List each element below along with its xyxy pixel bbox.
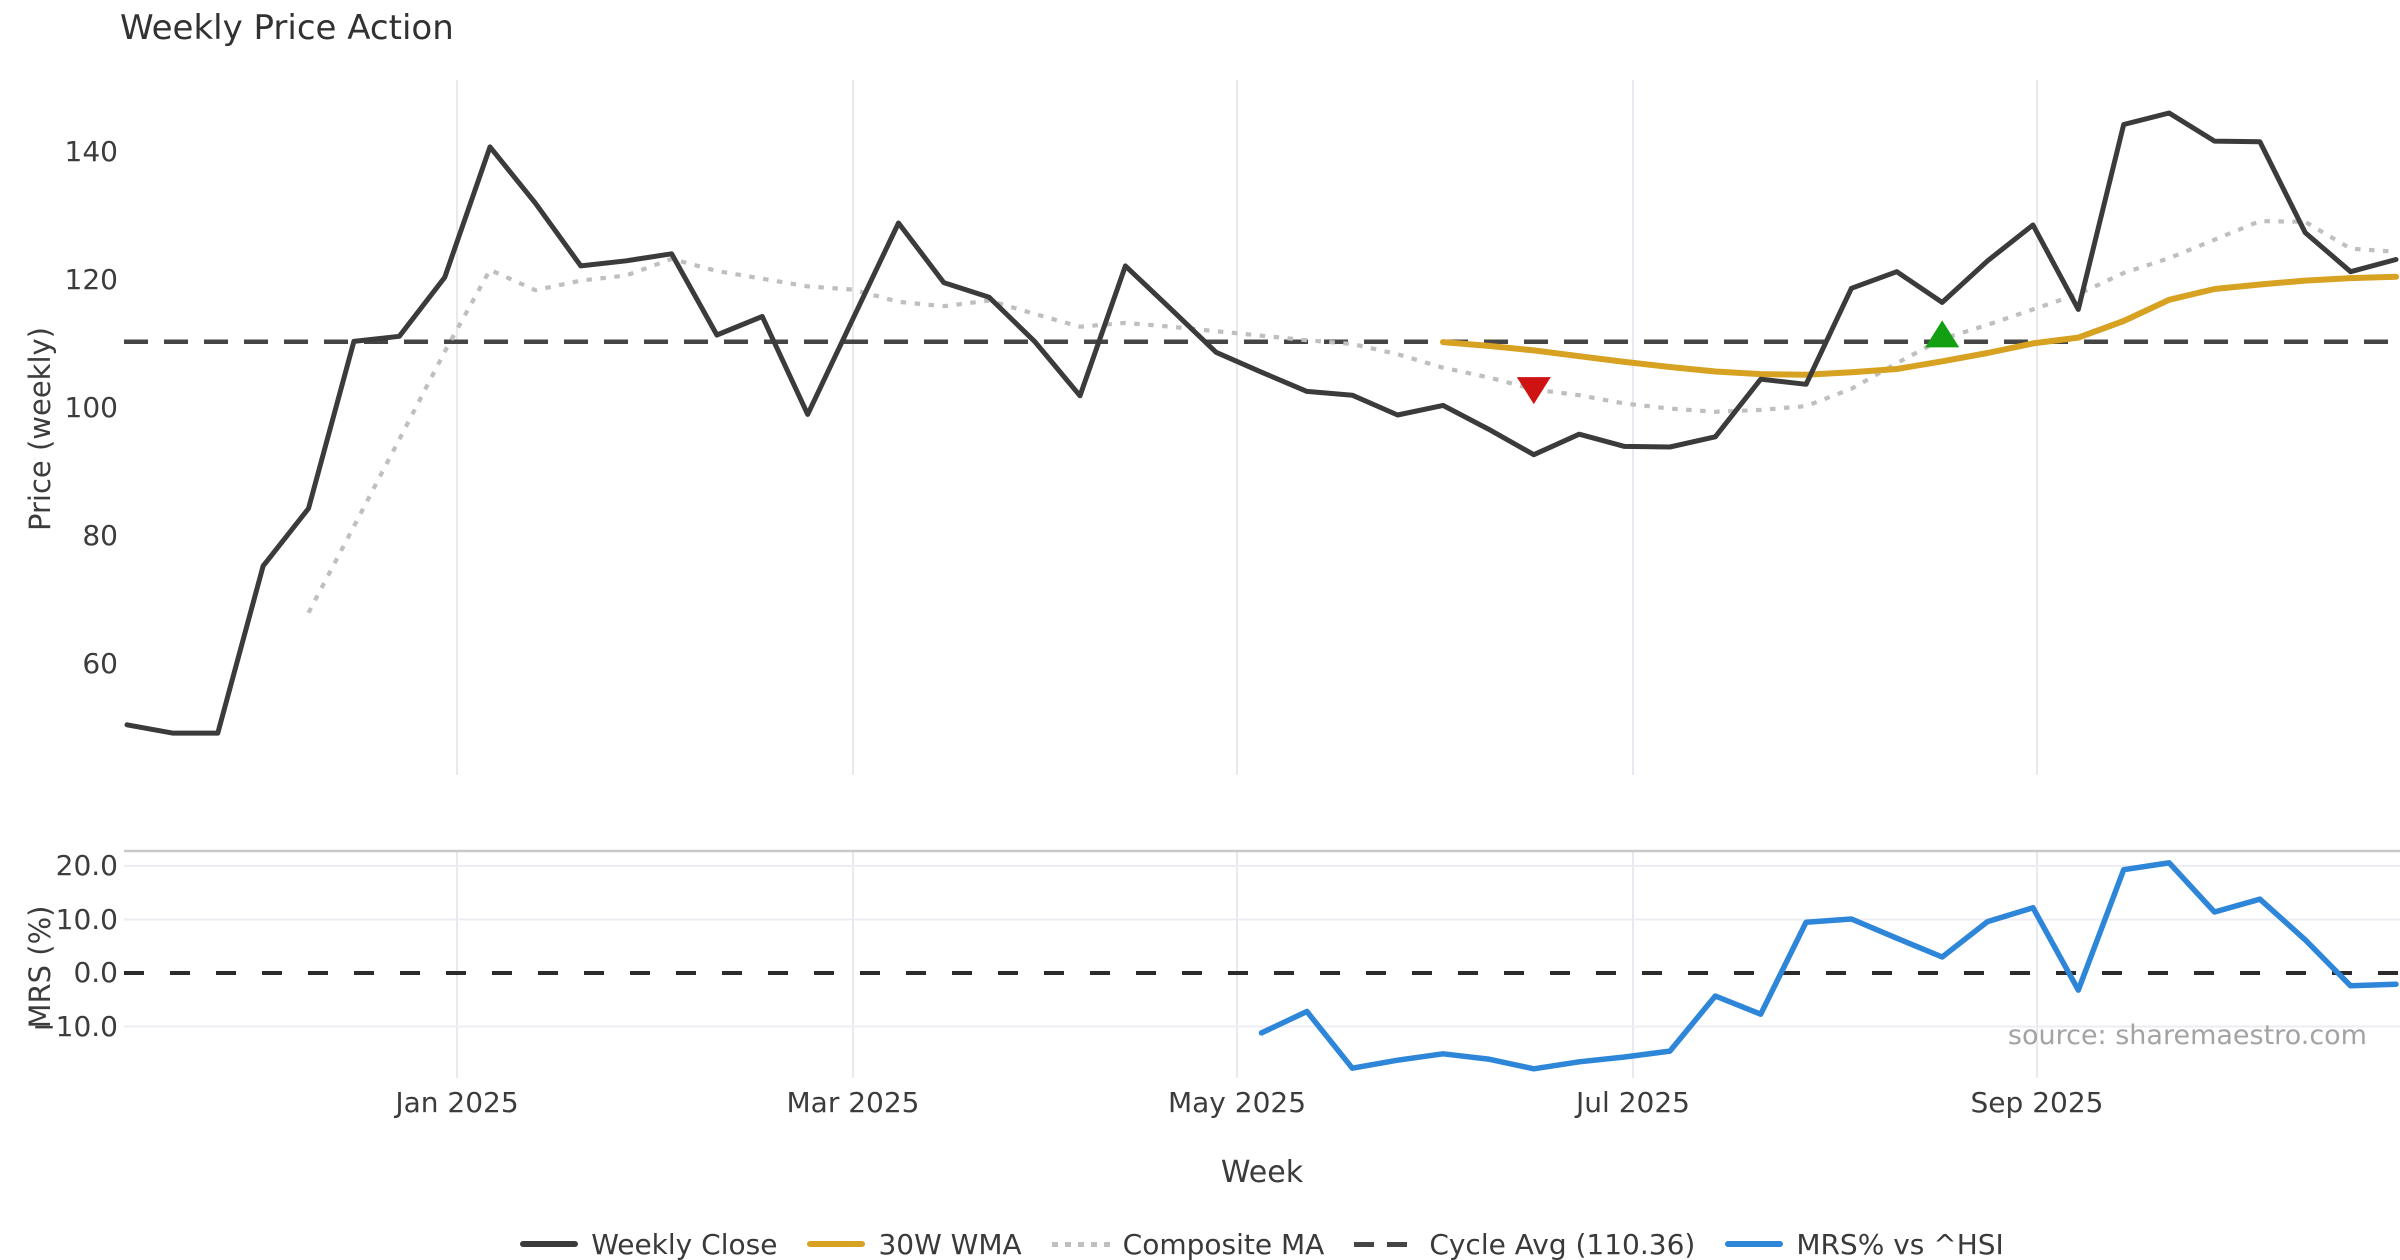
price-ytick-label: 60	[82, 647, 118, 680]
month-tick-label: May 2025	[1167, 1086, 1307, 1119]
mrs-ytick-label: 10.0	[55, 902, 118, 936]
buy-signal-marker-icon	[1925, 320, 1960, 348]
weekly-close-line-swatch-icon	[520, 1241, 579, 1247]
legend-item-weekly-close: Weekly Close	[520, 1228, 777, 1260]
legend-label: Weekly Close	[591, 1227, 778, 1260]
series-30w-wma	[1440, 273, 2399, 378]
month-tick-label: Jul 2025	[1576, 1086, 1690, 1119]
price-ytick-label: 100	[64, 391, 118, 424]
legend-item-composite-ma: Composite MA	[1051, 1227, 1325, 1260]
price-ytick-label: 140	[64, 135, 118, 168]
legend-label: MRS% vs ^HSI	[1796, 1227, 2004, 1260]
legend-label: Composite MA	[1122, 1227, 1325, 1260]
month-tick-label: Sep 2025	[1970, 1086, 2104, 1119]
sell-signal-marker-icon	[1516, 377, 1551, 405]
x-axis-label: Week	[1220, 1155, 1304, 1190]
chart-legend: Weekly Close 30W WMA Composite MA Cycle …	[124, 1222, 2400, 1260]
mrs-ytick-label: −10.0	[32, 1009, 118, 1043]
price-ytick-label: 120	[64, 263, 118, 296]
wma-line-swatch-icon	[807, 1241, 866, 1247]
mrs-ytick-label: 0.0	[73, 956, 118, 989]
legend-label: 30W WMA	[878, 1227, 1022, 1260]
mrs-line-swatch-icon	[1725, 1241, 1784, 1247]
chart-title: Weekly Price Action	[120, 8, 454, 48]
series-mrs-vs-hsi	[1258, 860, 2399, 1072]
cycle-avg-dashed-swatch-icon	[1354, 1241, 1417, 1247]
source-credit: source: sharemaestro.com	[2007, 1020, 2367, 1051]
month-tick-label: Jan 2025	[395, 1086, 519, 1119]
legend-item-30w-wma: 30W WMA	[807, 1227, 1022, 1260]
month-tick-label: Mar 2025	[786, 1086, 920, 1119]
mrs-ytick-label: 20.0	[55, 849, 118, 882]
legend-item-mrs: MRS% vs ^HSI	[1725, 1228, 2004, 1260]
composite-ma-dotted-swatch-icon	[1051, 1241, 1110, 1247]
legend-item-cycle-avg: Cycle Avg (110.36)	[1354, 1228, 1695, 1260]
legend-label: Cycle Avg (110.36)	[1429, 1227, 1696, 1260]
series-weekly-close	[124, 110, 2399, 736]
price-ytick-label: 80	[82, 519, 118, 552]
series-composite-ma	[306, 219, 2397, 614]
